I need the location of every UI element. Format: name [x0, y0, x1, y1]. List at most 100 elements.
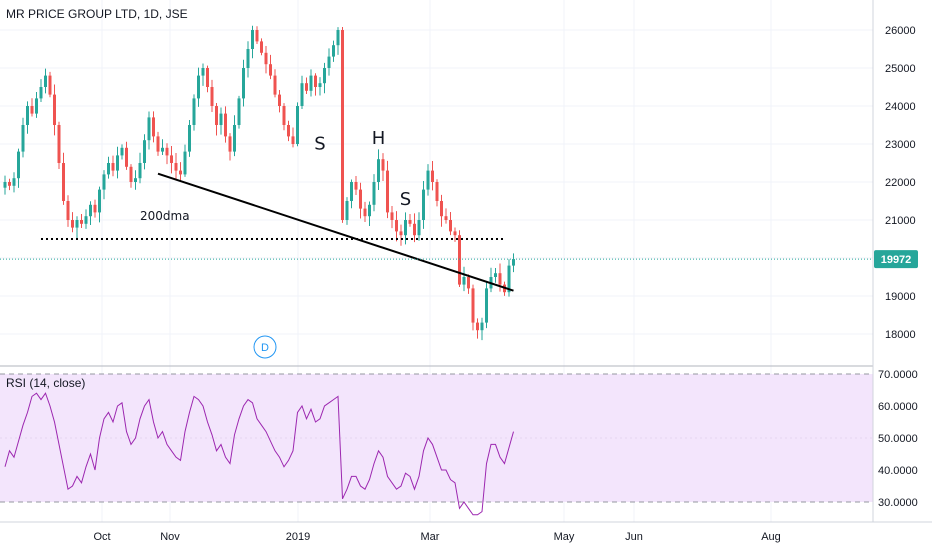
candle — [98, 189, 101, 213]
candle — [269, 64, 272, 76]
candle — [413, 223, 416, 236]
price-tick-label: 22000 — [885, 177, 916, 189]
candle — [476, 322, 479, 331]
candle — [179, 170, 182, 175]
candle — [192, 98, 196, 125]
candle — [395, 220, 398, 232]
candle — [440, 201, 443, 217]
candle — [228, 136, 232, 152]
rsi-title: RSI (14, close) — [6, 376, 85, 390]
candle — [512, 259, 515, 266]
candle — [494, 273, 497, 277]
candle — [278, 94, 281, 106]
time-tick-label: Nov — [160, 531, 180, 543]
candle — [26, 106, 29, 125]
candle — [147, 117, 151, 141]
rsi-tick-label: 30.0000 — [878, 497, 918, 509]
candle — [354, 182, 358, 190]
candle — [453, 231, 457, 236]
candle — [345, 201, 349, 220]
candle — [264, 52, 268, 65]
candle — [120, 147, 124, 156]
candle — [183, 151, 187, 175]
candle — [210, 87, 214, 106]
rsi-tick-label: 70.0000 — [878, 369, 918, 381]
candle — [206, 68, 209, 87]
candle — [134, 178, 137, 182]
candle — [386, 170, 389, 213]
last-price-tag: 19972 — [0, 250, 918, 269]
price-tick-label: 19000 — [885, 291, 916, 303]
candle — [417, 220, 421, 236]
time-tick-label: May — [554, 531, 575, 543]
candle — [408, 220, 412, 224]
candle — [57, 125, 61, 163]
candle — [48, 75, 52, 95]
candle — [296, 106, 299, 144]
candle — [116, 155, 119, 171]
candle — [89, 204, 92, 217]
candle — [435, 182, 439, 201]
candle — [143, 140, 146, 163]
candle — [156, 136, 160, 152]
overlays: S H S 200dma — [41, 128, 514, 292]
last-price-badge — [874, 250, 918, 269]
candle — [8, 182, 11, 186]
trendline — [157, 172, 514, 292]
time-axis: Oct Nov 2019 Mar May Jun Aug — [93, 531, 780, 543]
candle — [404, 220, 407, 236]
rsi-line — [4, 392, 514, 516]
candle — [62, 163, 65, 201]
candle — [336, 30, 340, 46]
time-tick-label: Oct — [93, 531, 110, 543]
candle — [197, 75, 200, 99]
candle — [35, 98, 38, 114]
time-tick-label: 2019 — [286, 531, 310, 543]
candle — [233, 125, 236, 152]
candle — [273, 75, 277, 95]
candle — [246, 49, 250, 68]
candle — [12, 178, 16, 186]
candle — [53, 94, 56, 125]
candle — [314, 75, 317, 87]
candle — [39, 87, 43, 99]
candles — [3, 25, 515, 341]
time-tick-label: Mar — [421, 531, 440, 543]
candle — [332, 45, 335, 57]
candle — [66, 201, 70, 220]
candle — [152, 117, 155, 137]
time-tick-label: Jun — [625, 531, 643, 543]
candle — [102, 174, 106, 190]
candle — [161, 147, 164, 152]
candle — [323, 68, 326, 84]
last-price-label: 19972 — [881, 254, 912, 266]
candle — [282, 106, 286, 125]
candle — [350, 182, 353, 201]
candle — [260, 41, 263, 53]
candle — [422, 189, 425, 220]
candle — [84, 216, 88, 224]
candle — [21, 125, 25, 152]
candle — [80, 220, 83, 224]
candle — [305, 83, 308, 91]
rsi-tick-label: 50.0000 — [878, 433, 918, 445]
candle — [138, 163, 142, 179]
dividend-marker[interactable]: D — [253, 335, 277, 359]
candle — [462, 277, 466, 285]
time-tick-label: Aug — [761, 531, 781, 543]
candle — [291, 136, 295, 144]
rsi-axis: 70.0000 60.0000 50.0000 40.0000 30.0000 — [878, 369, 918, 509]
candle — [363, 208, 367, 217]
candle — [327, 56, 331, 68]
candle — [215, 106, 218, 125]
candle — [498, 273, 502, 285]
candle — [125, 147, 128, 167]
candle — [377, 159, 380, 182]
candle — [30, 106, 34, 114]
candle — [219, 113, 223, 125]
candle — [458, 235, 461, 285]
price-tick-label: 25000 — [885, 63, 916, 75]
candle — [170, 155, 173, 163]
rsi-band-lines — [0, 373, 873, 503]
